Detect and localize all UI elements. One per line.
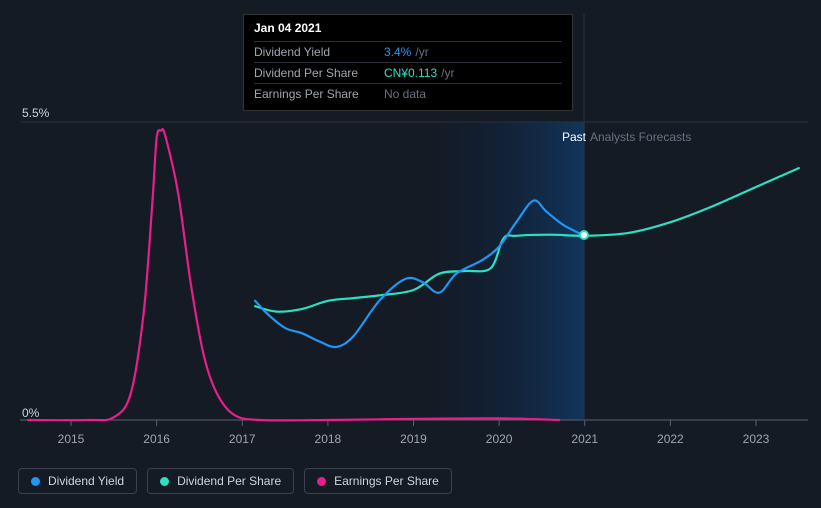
y-axis-label-min: 0% bbox=[22, 406, 39, 420]
legend-item-dividend-yield[interactable]: Dividend Yield bbox=[18, 468, 137, 494]
legend-dot-icon bbox=[317, 477, 326, 486]
x-axis-label: 2016 bbox=[143, 432, 170, 446]
tooltip-value: No data bbox=[384, 87, 426, 101]
legend-item-dividend-per-share[interactable]: Dividend Per Share bbox=[147, 468, 294, 494]
tooltip-unit: /yr bbox=[441, 66, 454, 80]
tooltip-value: 3.4% bbox=[384, 45, 411, 59]
x-axis-label: 2019 bbox=[400, 432, 427, 446]
legend-label: Earnings Per Share bbox=[334, 474, 439, 488]
x-axis-label: 2023 bbox=[743, 432, 770, 446]
legend-dot-icon bbox=[160, 477, 169, 486]
legend-label: Dividend Per Share bbox=[177, 474, 281, 488]
chart-legend: Dividend Yield Dividend Per Share Earnin… bbox=[18, 468, 452, 494]
region-label-forecast: Analysts Forecasts bbox=[590, 130, 691, 144]
x-axis-label: 2022 bbox=[657, 432, 684, 446]
tooltip-row: Dividend Yield3.4% /yr bbox=[254, 41, 562, 62]
legend-dot-icon bbox=[31, 477, 40, 486]
tooltip-title: Jan 04 2021 bbox=[254, 21, 562, 35]
region-label-past: Past bbox=[562, 130, 586, 144]
tooltip-label: Dividend Per Share bbox=[254, 66, 384, 80]
tooltip-row: Earnings Per ShareNo data bbox=[254, 83, 562, 104]
x-axis-label: 2018 bbox=[315, 432, 342, 446]
legend-item-earnings-per-share[interactable]: Earnings Per Share bbox=[304, 468, 452, 494]
tooltip-row: Dividend Per ShareCN¥0.113/yr bbox=[254, 62, 562, 83]
y-axis-label-max: 5.5% bbox=[22, 106, 49, 120]
x-axis-label: 2017 bbox=[229, 432, 256, 446]
x-axis-label: 2021 bbox=[571, 432, 598, 446]
chart-tooltip: Jan 04 2021 Dividend Yield3.4%/yrDividen… bbox=[243, 14, 573, 111]
legend-label: Dividend Yield bbox=[48, 474, 124, 488]
tooltip-label: Dividend Yield bbox=[254, 45, 384, 59]
tooltip-label: Earnings Per Share bbox=[254, 87, 384, 101]
tooltip-unit: /yr bbox=[415, 45, 428, 59]
tooltip-value: CN¥0.113 bbox=[384, 66, 437, 80]
x-axis-label: 2015 bbox=[58, 432, 85, 446]
x-axis-label: 2020 bbox=[486, 432, 513, 446]
